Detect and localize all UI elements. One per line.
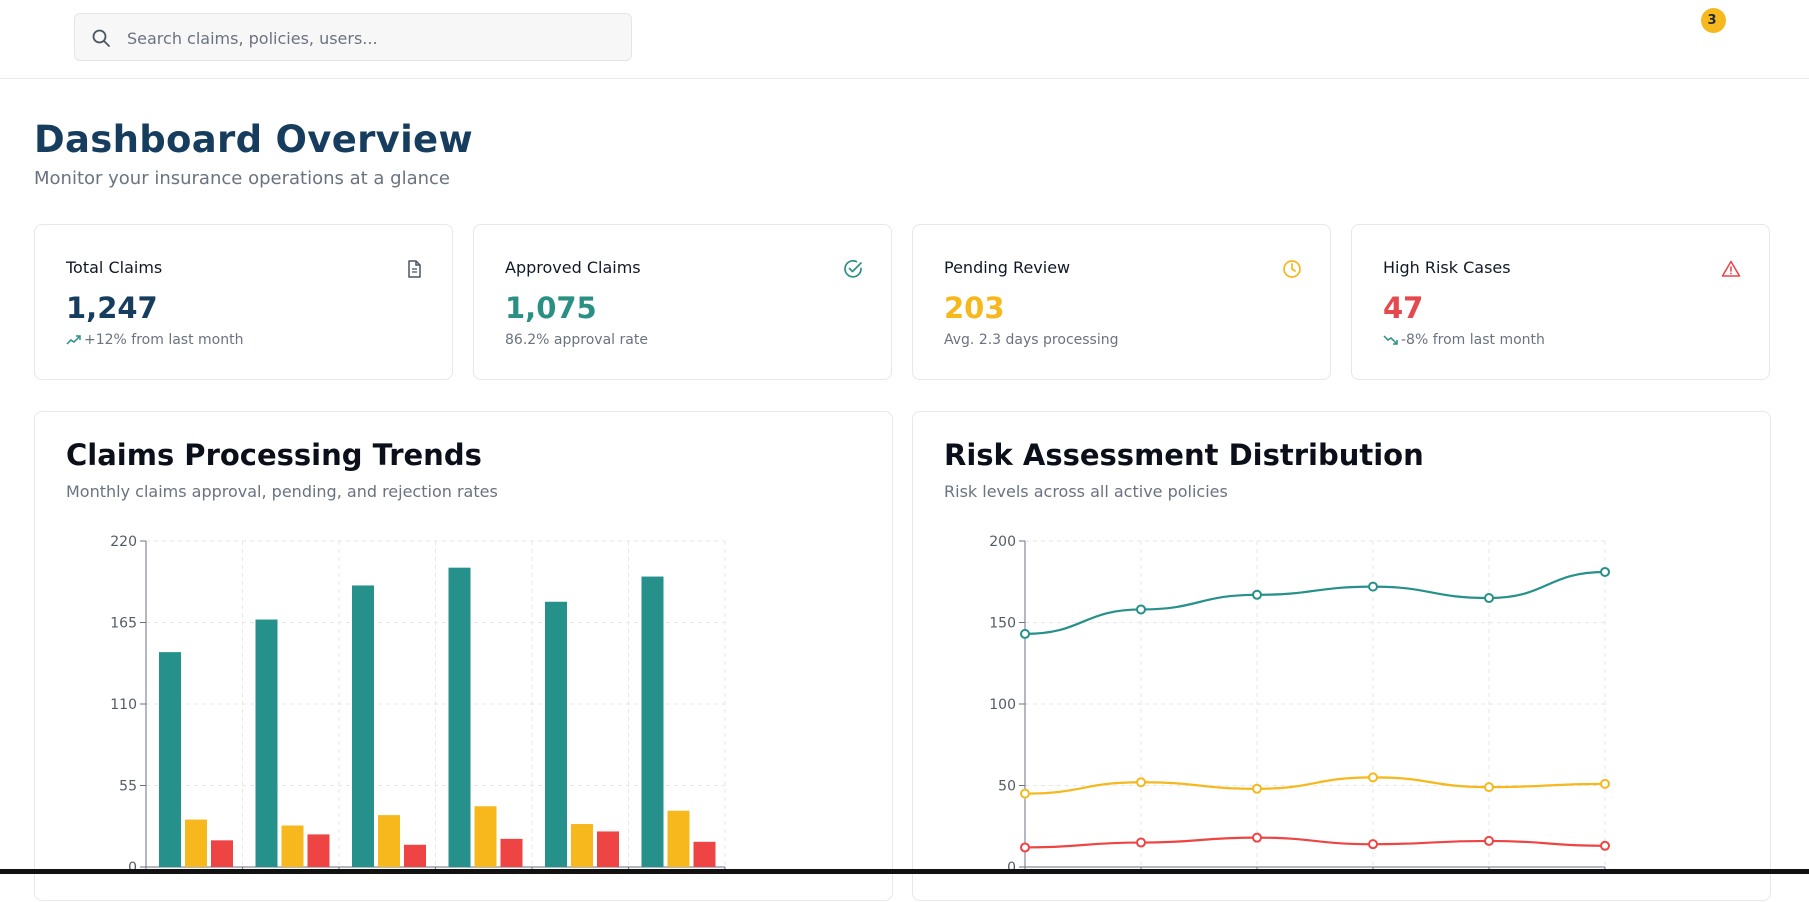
clock-icon	[1283, 260, 1301, 278]
data-point	[1252, 783, 1262, 794]
panel-title: Claims Processing Trends	[66, 438, 482, 472]
stat-subtext: -8% from last month	[1383, 332, 1545, 348]
stat-value: 47	[1383, 291, 1424, 325]
stat-label: High Risk Cases	[1383, 258, 1511, 277]
search-input[interactable]	[125, 14, 619, 62]
bar	[185, 819, 207, 867]
stat-subtext-label: -8% from last month	[1401, 332, 1545, 348]
y-tick-label: 0	[128, 860, 137, 876]
document-icon	[408, 260, 421, 278]
data-point	[1600, 778, 1610, 789]
panel-subtitle: Monthly claims approval, pending, and re…	[66, 482, 498, 501]
data-point	[1020, 788, 1030, 799]
check-circle-icon	[844, 260, 862, 278]
stat-card-high-risk: High Risk Cases 47 -8% from last month	[1351, 224, 1770, 380]
trending-down-icon	[1383, 335, 1398, 345]
bar	[352, 585, 374, 867]
stat-value: 1,075	[505, 291, 597, 325]
bar	[307, 834, 330, 867]
panel-subtitle: Risk levels across all active policies	[944, 482, 1228, 501]
y-tick-label: 50	[998, 779, 1016, 795]
stat-label: Total Claims	[66, 258, 163, 277]
bar	[500, 838, 523, 867]
page-title: Dashboard Overview	[34, 118, 473, 161]
bar	[693, 841, 716, 867]
bar	[378, 815, 400, 867]
bar	[474, 806, 497, 867]
bar	[641, 576, 664, 867]
stat-subtext: 86.2% approval rate	[505, 332, 648, 348]
stat-subtext: Avg. 2.3 days processing	[944, 332, 1119, 348]
bar	[404, 844, 426, 867]
trending-up-icon	[66, 335, 81, 345]
stat-value: 203	[944, 291, 1005, 325]
alert-triangle-icon	[1721, 260, 1741, 277]
bar	[571, 824, 593, 867]
data-point	[1368, 839, 1378, 850]
claims-bar-chart: 0 55 110 165 220	[110, 534, 726, 876]
series-line	[1024, 836, 1606, 849]
search-icon	[92, 29, 110, 47]
y-tick-label: 0	[1007, 860, 1016, 876]
bar	[448, 567, 471, 867]
notification-badge[interactable]: 3	[1701, 8, 1726, 33]
bar	[159, 652, 181, 867]
data-point	[1368, 772, 1378, 783]
data-point	[1020, 628, 1030, 639]
bar	[667, 810, 690, 867]
stat-subtext-label: Avg. 2.3 days processing	[944, 332, 1119, 348]
data-point	[1484, 835, 1494, 846]
y-tick-label: 110	[110, 697, 137, 713]
data-point	[1600, 840, 1610, 851]
risk-distribution-panel: Risk Assessment Distribution Risk levels…	[912, 411, 1771, 901]
stat-card-pending-review: Pending Review 203 Avg. 2.3 days process…	[912, 224, 1331, 380]
stat-label: Approved Claims	[505, 258, 641, 277]
data-point	[1484, 593, 1494, 604]
series-line	[1024, 776, 1606, 795]
data-point	[1136, 777, 1146, 788]
bar	[597, 831, 619, 867]
data-point	[1600, 566, 1610, 577]
bottom-edge	[0, 869, 1809, 874]
y-tick-label: 200	[989, 534, 1016, 550]
stat-card-total-claims: Total Claims 1,247 +12% from last month	[34, 224, 453, 380]
stat-card-approved-claims: Approved Claims 1,075 86.2% approval rat…	[473, 224, 892, 380]
data-point	[1020, 842, 1030, 853]
top-bar: 3	[0, 0, 1809, 79]
stat-subtext: +12% from last month	[66, 332, 243, 348]
series-line	[1024, 570, 1606, 636]
bar	[255, 619, 278, 867]
search-box[interactable]	[74, 13, 632, 62]
stat-subtext-label: 86.2% approval rate	[505, 332, 648, 348]
data-point	[1368, 581, 1378, 592]
data-point	[1484, 782, 1494, 793]
panel-title: Risk Assessment Distribution	[944, 438, 1424, 472]
page-subtitle: Monitor your insurance operations at a g…	[34, 168, 450, 189]
y-tick-label: 220	[110, 534, 137, 550]
bar	[545, 601, 567, 867]
stat-subtext-label: +12% from last month	[84, 332, 244, 348]
y-tick-label: 150	[989, 616, 1016, 632]
claims-trends-panel: Claims Processing Trends Monthly claims …	[34, 411, 893, 901]
stat-label: Pending Review	[944, 258, 1071, 277]
data-point	[1136, 604, 1146, 615]
y-tick-label: 100	[989, 697, 1016, 713]
risk-line-chart: 0 50 100 150 200	[989, 534, 1610, 876]
stat-value: 1,247	[66, 291, 158, 325]
y-tick-label: 55	[119, 779, 137, 795]
bar	[211, 840, 233, 867]
y-tick-label: 165	[110, 616, 137, 632]
data-point	[1252, 589, 1262, 600]
data-point	[1136, 837, 1146, 848]
bar	[281, 825, 304, 867]
data-point	[1252, 832, 1262, 843]
